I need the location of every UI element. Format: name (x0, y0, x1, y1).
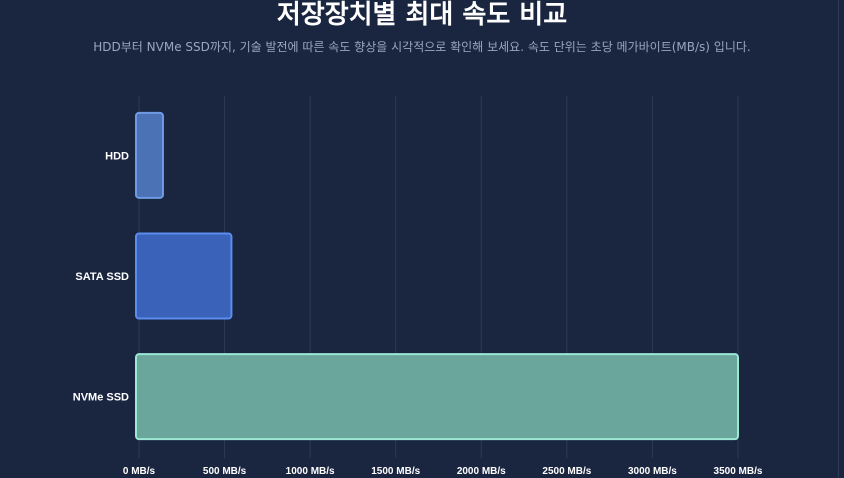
bars (135, 111, 739, 441)
x-tick-label: 500 MB/s (203, 466, 247, 477)
bar-nvme-ssd (135, 353, 739, 441)
chart-subtitle: HDD부터 NVMe SSD까지, 기술 발전에 따른 속도 향상을 시각적으로… (93, 40, 751, 54)
chart-title: 저장장치별 최대 속도 비교 (276, 0, 568, 30)
scrollbar-edge (838, 0, 839, 478)
x-tick-label: 0 MB/s (123, 466, 156, 477)
x-tick-label: 3500 MB/s (714, 466, 763, 477)
category-labels: HDD SATA SSD NVMe SSD (73, 150, 129, 403)
category-label: SATA SSD (75, 271, 129, 283)
x-tick-label: 3000 MB/s (628, 466, 677, 477)
category-label: NVMe SSD (73, 392, 129, 404)
x-tick-label: 1500 MB/s (371, 466, 420, 477)
bar-sata-ssd (135, 232, 233, 320)
x-tick-label: 1000 MB/s (286, 466, 335, 477)
x-axis-tick-labels: 0 MB/s 500 MB/s 1000 MB/s 1500 MB/s 2000 MB/… (123, 466, 763, 477)
x-tick-label: 2500 MB/s (542, 466, 591, 477)
bar-hdd (135, 111, 164, 199)
category-label: HDD (105, 150, 129, 162)
x-tick-label: 2000 MB/s (457, 466, 506, 477)
